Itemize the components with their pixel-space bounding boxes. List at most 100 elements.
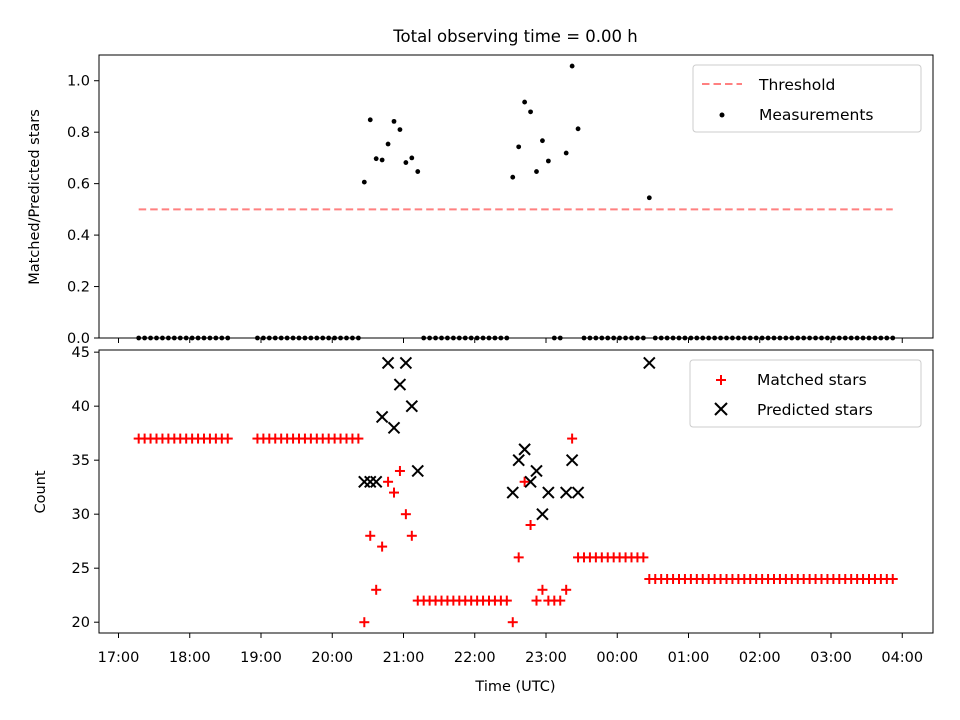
top-plot-frame [98, 54, 934, 339]
matched-star-marker [519, 476, 530, 487]
measurement-point [385, 141, 391, 147]
measurement-point [415, 169, 421, 174]
x-tick-label: 00:00 [596, 650, 638, 666]
matched-star-marker [394, 465, 405, 476]
measurement-point [409, 155, 415, 161]
measurement-point [522, 99, 528, 105]
matched-star-marker [406, 530, 417, 541]
measurement-point [575, 126, 581, 132]
matched-star-marker [531, 595, 542, 606]
x-tick-label: 17:00 [98, 650, 140, 666]
bottom-legend: Matched stars Predicted stars [689, 359, 922, 428]
matched-star-marker [501, 595, 512, 606]
x-tick-label: 19:00 [240, 650, 282, 666]
x-tick-label: 22:00 [454, 650, 496, 666]
predicted-star-marker [518, 443, 531, 456]
matched-star-marker [513, 552, 524, 563]
matched-star-marker [507, 617, 518, 628]
measurement-point [373, 156, 379, 162]
legend-threshold-label: Threshold [758, 76, 835, 94]
predicted-star-marker [387, 421, 401, 434]
matched-star-marker [887, 573, 898, 584]
legend-matched-swatch [716, 375, 726, 385]
bottom-plot-frame [98, 349, 934, 634]
matched-star-marker [555, 595, 566, 606]
matched-star-marker [353, 433, 364, 444]
measurement-point [403, 160, 409, 165]
matched-star-marker [561, 584, 572, 595]
measurement-point [528, 109, 533, 115]
bottom-y-tick-label: 30 [72, 507, 90, 523]
predicted-star-marker [524, 475, 537, 488]
bottom-y-tick-label: 25 [72, 561, 90, 577]
measurement-point [367, 117, 373, 123]
matched-star-marker [400, 509, 411, 520]
predicted-star-marker [506, 486, 519, 499]
predicted-star-marker [512, 453, 525, 467]
predicted-star-marker [375, 410, 389, 424]
top-y-axis: 0.0 0.2 0.4 0.6 0.8 1.0 [67, 74, 99, 347]
ratio-panel: Total observing time = 0.00 h 0.0 0.2 0.4 0… [27, 27, 934, 347]
matched-star-marker [638, 552, 649, 563]
predicted-star-marker [399, 356, 413, 370]
count-points [133, 356, 898, 628]
predicted-star-marker [405, 399, 419, 413]
measurement-point [545, 158, 551, 164]
top-y-tick-label: 0.6 [67, 177, 90, 193]
predicted-star-marker [542, 486, 555, 499]
x-tick-label: 02:00 [739, 650, 781, 666]
predicted-star-marker [565, 453, 579, 467]
legend-predicted-swatch [714, 402, 728, 416]
matched-star-marker [567, 433, 578, 444]
matched-star-marker [371, 584, 382, 595]
top-legend: Threshold Measurements [692, 64, 922, 133]
chart-title: Total observing time = 0.00 h [392, 27, 637, 46]
predicted-star-marker [559, 486, 573, 499]
matched-star-marker [389, 487, 399, 498]
measurement-point [646, 195, 652, 201]
matched-star-marker [383, 476, 394, 487]
x-axis-label: Time (UTC) [474, 679, 555, 695]
predicted-star-marker [381, 356, 395, 370]
x-tick-label: 23:00 [525, 650, 567, 666]
matched-star-marker [222, 433, 233, 444]
matched-star-marker [359, 617, 370, 628]
bottom-y-axis-label: Count [33, 470, 49, 513]
legend-matched-label: Matched stars [757, 371, 867, 389]
predicted-star-marker [536, 507, 549, 521]
top-y-tick-label: 0.2 [67, 280, 90, 296]
top-y-tick-label: 0.8 [67, 125, 90, 141]
predicted-star-marker [369, 475, 383, 488]
measurement-point [516, 144, 522, 150]
predicted-star-marker [393, 378, 407, 391]
legend-predicted-label: Predicted stars [757, 401, 873, 419]
predicted-star-marker [571, 486, 585, 499]
x-tick-label: 20:00 [311, 650, 353, 666]
bottom-x-axis: 17:00 18:00 19:00 20:00 21:00 22:00 23:00 00:00… [98, 633, 923, 666]
top-y-tick-label: 0.0 [67, 331, 90, 347]
matched-star-marker [537, 584, 548, 595]
measurement-point [569, 63, 575, 69]
predicted-star-marker [411, 464, 424, 478]
measurement-point [379, 157, 385, 163]
bottom-y-tick-label: 40 [72, 399, 90, 415]
x-tick-label: 03:00 [810, 650, 852, 666]
top-y-axis-label: Matched/Predicted stars [27, 109, 43, 285]
measurement-point [391, 118, 397, 124]
bottom-y-axis: 20 25 30 35 40 45 [72, 345, 99, 631]
x-tick-label: 21:00 [383, 650, 425, 666]
x-tick-label: 18:00 [169, 650, 211, 666]
bottom-y-tick-label: 45 [72, 345, 90, 361]
predicted-star-marker [643, 356, 656, 370]
count-panel: 20 25 30 35 40 45 17:00 18:00 19:00 20:00 21:00 22… [33, 345, 934, 695]
x-tick-label: 04:00 [881, 650, 923, 666]
top-y-tick-label: 0.4 [67, 228, 90, 244]
top-x-ticks [118, 338, 903, 343]
x-tick-label: 01:00 [668, 650, 710, 666]
matched-star-marker [377, 541, 388, 552]
legend-measurements-swatch [719, 112, 725, 118]
legend-measurements-label: Measurements [759, 106, 874, 124]
measurement-point [563, 150, 569, 156]
predicted-star-marker [530, 464, 543, 478]
